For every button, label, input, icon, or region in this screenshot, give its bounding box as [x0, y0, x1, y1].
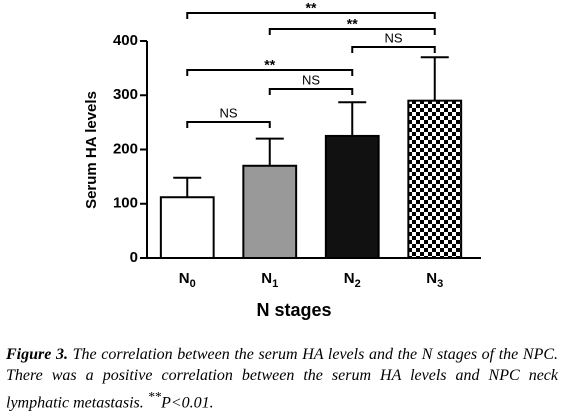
- caption: Figure 3. The correlation between the se…: [6, 344, 558, 413]
- significance-bracket: [268, 88, 354, 95]
- x-tick-label: N3: [426, 270, 443, 290]
- caption-sup: **: [147, 389, 162, 404]
- significance-label: **: [264, 57, 275, 73]
- significance-bracket: [268, 28, 436, 35]
- significance-bracket: [186, 12, 436, 19]
- significance-label: **: [306, 0, 317, 16]
- significance-label: NS: [219, 105, 237, 120]
- x-axis-label: N stages: [256, 300, 331, 320]
- caption-text: The correlation between the serum HA lev…: [6, 346, 559, 412]
- x-tick-label: N2: [344, 270, 361, 290]
- y-axis-label: Serum HA levels: [83, 91, 100, 209]
- y-tick-label: 300: [113, 86, 138, 103]
- bar: [242, 164, 298, 259]
- bar: [407, 99, 463, 259]
- significance-label: NS: [302, 72, 320, 87]
- significance-bracket: [186, 121, 271, 128]
- y-tick-label: 200: [113, 140, 138, 157]
- y-tick-label: 100: [113, 195, 138, 212]
- y-tick-label: 0: [130, 249, 138, 266]
- significance-bracket: [351, 46, 436, 53]
- caption-label: Figure 3.: [6, 346, 68, 363]
- bar: [324, 134, 380, 259]
- caption-tail: P<0.01.: [161, 394, 214, 412]
- x-tick-label: N1: [261, 270, 278, 290]
- significance-bracket: [186, 69, 354, 76]
- chart: Serum HA levels N stages 0 100 200 300 400 N0…: [83, 0, 481, 320]
- significance-label: NS: [384, 30, 402, 45]
- significance-label: **: [347, 16, 358, 32]
- bar: [159, 196, 215, 260]
- y-tick-label: 400: [113, 32, 138, 49]
- x-tick-label: N0: [179, 270, 196, 290]
